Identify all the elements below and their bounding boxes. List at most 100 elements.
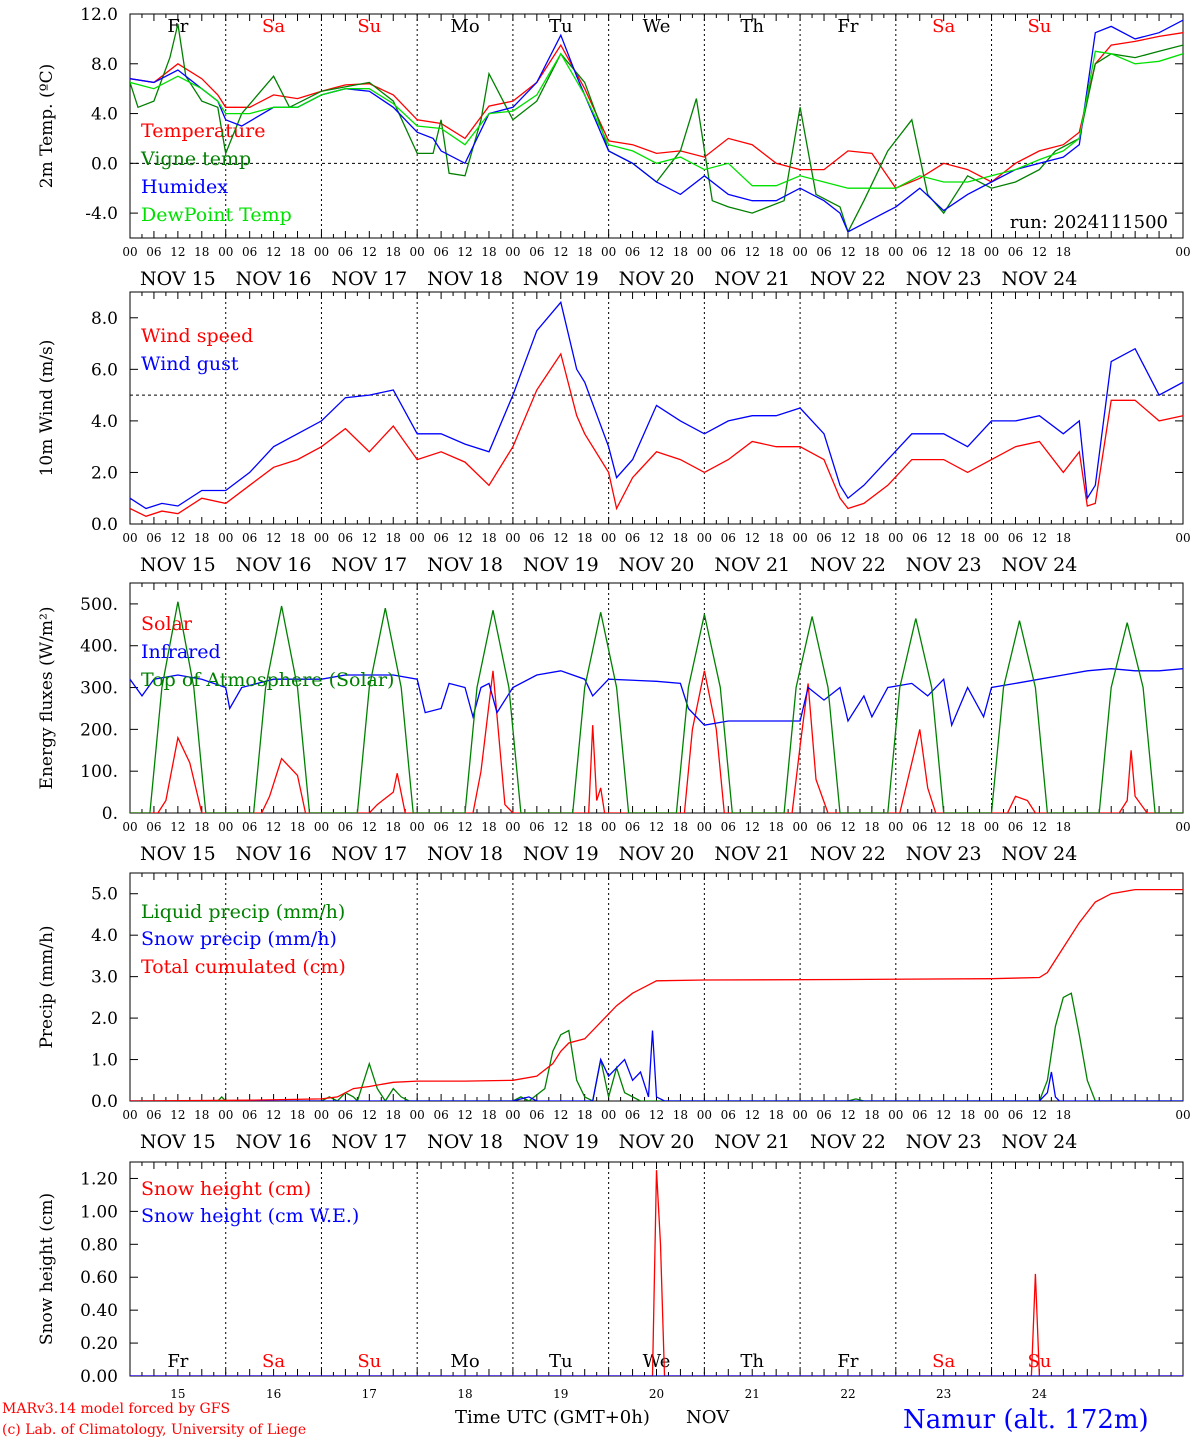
hour-tick-label: 00	[697, 1108, 712, 1122]
date-label: NOV 21	[714, 1131, 790, 1153]
hour-tick-label: 12	[457, 1108, 472, 1122]
day-number-label: 17	[362, 1387, 377, 1401]
hour-tick-label: 18	[1056, 531, 1071, 545]
hour-tick-label: 00	[601, 1108, 616, 1122]
hour-tick-label: 18	[481, 245, 496, 259]
hour-tick-label: 12	[745, 1108, 760, 1122]
x-axis-label: Time UTC (GMT+0h)	[455, 1407, 650, 1428]
hour-tick-label: 00	[218, 531, 233, 545]
series-top-of-atmosphere-solar	[130, 601, 1183, 813]
hour-tick-label: 12	[362, 820, 377, 834]
hour-tick-label: 06	[433, 1108, 448, 1122]
hour-tick-label: 06	[433, 820, 448, 834]
legend-humidex: Humidex	[141, 176, 228, 198]
series-wind-gust	[130, 300, 1183, 510]
hour-tick-label: 18	[290, 820, 305, 834]
hour-tick-label: 18	[960, 820, 975, 834]
hour-tick-label: 00	[697, 245, 712, 259]
hour-tick-label: 18	[386, 1108, 401, 1122]
date-label: NOV 19	[523, 268, 599, 290]
weekday-label: Sa	[262, 16, 285, 37]
y-tick-label: 0.60	[80, 1268, 118, 1288]
hour-tick-label: 12	[553, 531, 568, 545]
y-tick-label: 200.	[80, 720, 118, 740]
hour-tick-label: 18	[960, 1108, 975, 1122]
y-tick-label: 1.00	[80, 1202, 118, 1222]
hour-tick-label: 12	[170, 245, 185, 259]
y-tick-label: 300.	[80, 679, 118, 699]
hour-tick-label: 12	[936, 531, 951, 545]
hour-tick-label: 18	[960, 531, 975, 545]
hour-tick-label: 18	[673, 1108, 688, 1122]
hour-tick-label: 00	[505, 1108, 520, 1122]
hour-tick-label: 06	[816, 245, 831, 259]
hour-tick-label: 12	[457, 245, 472, 259]
hour-tick-label: 12	[362, 245, 377, 259]
date-label: NOV 21	[714, 554, 790, 576]
series-dewpoint-temp	[130, 50, 1183, 189]
hour-tick-label: 06	[912, 245, 927, 259]
hour-tick-label: 06	[912, 820, 927, 834]
hour-tick-label: 12	[553, 820, 568, 834]
footer-credit: (c) Lab. of Climatology, University of L…	[2, 1422, 306, 1438]
date-label: NOV 18	[427, 1131, 503, 1153]
hour-tick-label: 00	[410, 820, 425, 834]
y-tick-label: 4.0	[91, 105, 118, 125]
series-liquid-precip-mm-h	[130, 992, 1183, 1101]
legend-solar: Solar	[141, 613, 193, 635]
date-label: NOV 16	[236, 554, 312, 576]
hour-tick-label: 12	[553, 1108, 568, 1122]
weekday-label: We	[643, 1351, 671, 1372]
hour-tick-label: 06	[146, 1108, 161, 1122]
day-number-label: 18	[457, 1387, 472, 1401]
hour-tick-label: 06	[1008, 1108, 1023, 1122]
date-label: NOV 21	[714, 843, 790, 865]
series-wind-speed	[130, 352, 1183, 517]
hour-tick-label: 00	[601, 245, 616, 259]
hour-tick-label: 18	[769, 531, 784, 545]
hour-tick-label: 00	[122, 1108, 137, 1122]
day-number-label: 23	[936, 1387, 951, 1401]
hour-tick-label: 06	[721, 1108, 736, 1122]
hour-tick-label: 00	[888, 1108, 903, 1122]
date-label: NOV 16	[236, 268, 312, 290]
hour-tick-label: 18	[290, 245, 305, 259]
date-label: NOV 15	[140, 554, 216, 576]
hour-tick-label: 00	[792, 820, 807, 834]
hour-tick-label: 06	[146, 820, 161, 834]
hour-tick-label: 00	[601, 531, 616, 545]
hour-tick-label: 00	[601, 820, 616, 834]
weekday-label: Fr	[837, 16, 858, 37]
hour-tick-label: 12	[840, 531, 855, 545]
y-axis-label: Precip (mm/h)	[37, 925, 57, 1048]
y-tick-label: 0.00	[80, 1367, 118, 1387]
hour-tick-label: 06	[338, 531, 353, 545]
date-label: NOV 24	[1002, 268, 1078, 290]
hour-tick-label: 06	[529, 1108, 544, 1122]
hour-tick-label: 18	[386, 245, 401, 259]
hour-tick-label: 06	[912, 1108, 927, 1122]
date-label: NOV 20	[619, 843, 695, 865]
hour-tick-label: 18	[864, 245, 879, 259]
day-number-label: 15	[170, 1387, 185, 1401]
hour-tick-label: 00	[1175, 1108, 1190, 1122]
plot-frame	[129, 291, 1184, 525]
hour-tick-label: 00	[792, 531, 807, 545]
day-number-label: 20	[649, 1387, 664, 1401]
y-tick-label: 4.0	[91, 412, 118, 432]
hour-tick-label: 00	[505, 245, 520, 259]
date-label: NOV 19	[523, 1131, 599, 1153]
hour-tick-label: 06	[625, 820, 640, 834]
date-label: NOV 17	[331, 268, 407, 290]
series-vigne-temp	[130, 23, 1183, 234]
hour-tick-label: 18	[577, 245, 592, 259]
hour-tick-label: 18	[194, 531, 209, 545]
hour-tick-label: 06	[242, 820, 257, 834]
hour-tick-label: 18	[769, 245, 784, 259]
date-label: NOV 23	[906, 1131, 982, 1153]
date-label: NOV 20	[619, 1131, 695, 1153]
legend-liquid-precip-mm-h: Liquid precip (mm/h)	[141, 901, 345, 923]
series-temperature	[130, 32, 1183, 190]
hour-tick-label: 18	[577, 820, 592, 834]
y-axis-label: 2m Temp. (ºC)	[37, 64, 57, 189]
